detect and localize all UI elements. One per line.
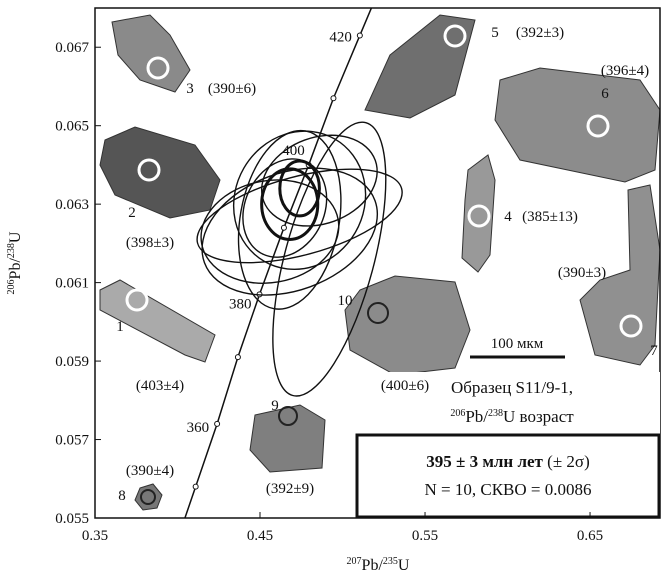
grain-age: (390±6) (208, 81, 256, 97)
grain-age: (403±4) (136, 378, 184, 394)
isotope-mass: 206 (450, 408, 465, 419)
grain-number: 8 (118, 488, 126, 504)
grain-number: 6 (601, 86, 609, 102)
method-label: 206Pb/238U возраст (450, 407, 574, 426)
grain-age: (400±6) (381, 378, 429, 394)
isotope-mass: 235 (383, 556, 398, 567)
concordia-point (357, 33, 362, 38)
isotope-mass: 206 (6, 279, 17, 294)
label-part: U (398, 557, 410, 574)
label-part: Pb/ (465, 407, 488, 426)
x-tick-label: 0.55 (412, 528, 438, 544)
grain-number: 10 (338, 293, 353, 309)
y-tick-label: 0.061 (55, 276, 89, 292)
concordia-point (331, 96, 336, 101)
isotope-mass: 238 (6, 243, 17, 258)
age-label: 420 (329, 29, 352, 45)
sample-label: Образец S11/9-1, (451, 378, 573, 397)
label-part: U возраст (503, 407, 574, 426)
x-tick-label: 0.65 (577, 528, 603, 544)
grain (250, 405, 325, 472)
label-part: Pb/ (7, 258, 24, 280)
grain (135, 484, 162, 510)
grain-age: (396±4) (601, 63, 649, 79)
grain (345, 276, 470, 375)
grain (365, 15, 475, 118)
grain-age: (392±9) (266, 481, 314, 497)
legend-box (357, 435, 659, 517)
grain-number: 5 (491, 25, 499, 41)
concordia-extension (360, 0, 413, 35)
result-age: 395 ± 3 млн лет (± 2σ) (426, 452, 590, 471)
y-axis-label: 206Pb/238U (6, 231, 24, 294)
grain-number: 1 (116, 319, 124, 335)
x-tick-label: 0.35 (82, 528, 108, 544)
grain-age: (392±3) (516, 25, 564, 41)
sigma: (± 2σ) (547, 452, 590, 471)
concordia-point (193, 484, 198, 489)
y-tick-label: 0.055 (55, 511, 89, 527)
x-axis-label: 207Pb/235U (347, 556, 410, 574)
chart: 100 мкм Образец S11/9-1, 206Pb/238U возр… (0, 0, 665, 580)
grain-age: (398±3) (126, 235, 174, 251)
grain-number: 2 (128, 205, 136, 221)
isotope-mass: 207 (347, 556, 362, 567)
concordia-point (215, 421, 220, 426)
y-tick-label: 0.057 (55, 433, 89, 449)
error-ellipse (262, 169, 318, 240)
result-stats: N = 10, СКВО = 0.0086 (425, 480, 592, 499)
y-tick-label: 0.059 (55, 354, 89, 370)
label-part: Pb/ (362, 557, 384, 574)
age-label: 360 (187, 420, 210, 436)
x-tick-label: 0.45 (247, 528, 273, 544)
grain-number: 9 (271, 398, 279, 414)
y-tick-label: 0.065 (55, 119, 89, 135)
isotope-mass: 238 (488, 408, 503, 419)
concordia-point (281, 225, 286, 230)
label-part: U (7, 231, 24, 243)
grain (112, 15, 190, 92)
error-ellipse (209, 107, 391, 294)
concordia-point (235, 355, 240, 360)
scale-bar-label: 100 мкм (491, 336, 544, 352)
grain-age: (390±4) (126, 463, 174, 479)
grain-age: (385±13) (522, 209, 578, 225)
grain-number: 7 (650, 343, 658, 359)
y-tick-label: 0.063 (55, 197, 89, 213)
age: 395 ± 3 млн лет (426, 452, 543, 471)
age-label: 400 (282, 143, 305, 159)
grain (495, 68, 660, 182)
y-tick-label: 0.067 (55, 40, 89, 56)
grain-number: 4 (504, 209, 512, 225)
age-label: 380 (229, 296, 252, 312)
grain-number: 3 (186, 81, 194, 97)
grain-age: (390±3) (558, 265, 606, 281)
